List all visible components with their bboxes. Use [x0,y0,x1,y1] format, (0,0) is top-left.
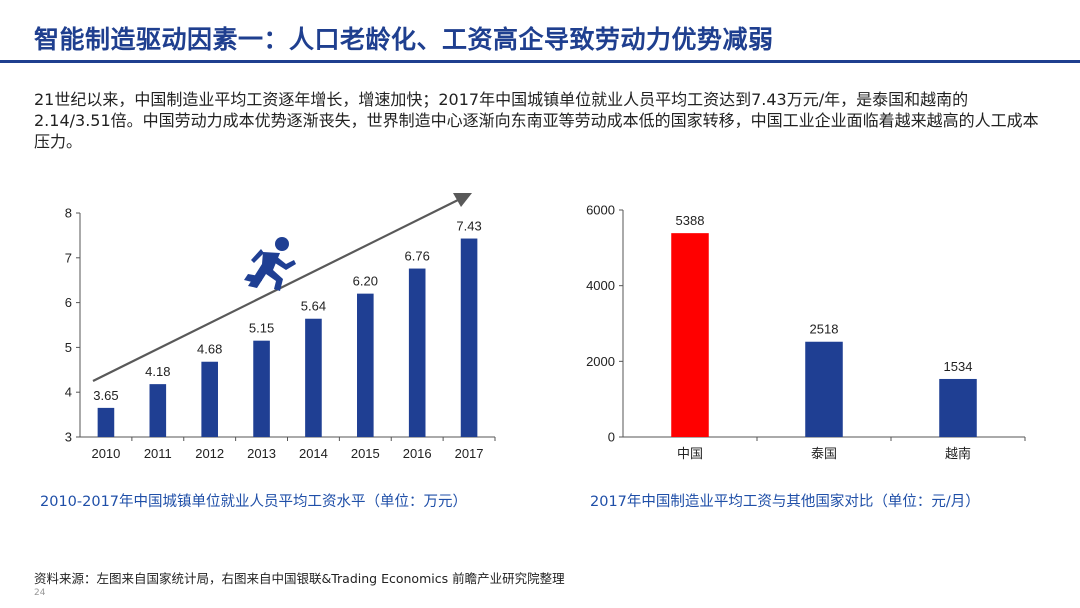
bar-2011 [149,384,167,437]
bar-中国 [671,233,709,437]
data-label: 7.43 [456,219,481,234]
y-tick-label: 3 [65,430,72,445]
page-number: 24 [34,588,46,598]
x-tick-label: 2017 [455,446,484,461]
y-tick-label: 8 [65,206,72,221]
y-tick-label: 2000 [586,354,615,369]
data-label: 1534 [944,359,973,374]
x-tick-label: 中国 [677,446,703,461]
y-tick-label: 4000 [586,278,615,293]
x-tick-label: 泰国 [811,446,837,461]
data-label: 5388 [676,213,705,228]
data-label: 6.20 [353,274,378,289]
data-label: 3.65 [93,388,118,403]
data-label: 4.18 [145,364,170,379]
bar-泰国 [805,341,843,437]
y-tick-label: 5 [65,340,72,355]
data-label: 5.64 [301,299,326,314]
y-tick-label: 6000 [586,203,615,218]
bar-2015 [357,293,374,437]
intro-paragraph: 21世纪以来，中国制造业平均工资逐年增长，增速加快；2017年中国城镇单位就业人… [34,90,1039,151]
data-label: 2518 [810,322,839,337]
data-label: 6.76 [405,249,430,264]
title-divider [0,60,1080,63]
bar-2013 [253,340,270,437]
left-chart-caption: 2010-2017年中国城镇单位就业人员平均工资水平（单位：万元） [40,494,468,510]
bar-2010 [97,407,115,437]
y-tick-label: 4 [65,385,72,400]
x-tick-label: 2015 [351,446,380,461]
bar-2014 [305,318,322,437]
data-label: 5.15 [249,321,274,336]
bar-越南 [939,378,977,437]
x-tick-label: 2011 [144,446,172,461]
source-note: 资料来源：左图来自国家统计局，右图来自中国银联&Trading Economic… [34,571,565,586]
bar-2017 [460,238,478,437]
y-tick-label: 7 [65,250,72,265]
x-tick-label: 2010 [91,446,120,461]
right-chart-caption: 2017年中国制造业平均工资与其他国家对比（单位：元/月） [590,494,980,510]
x-tick-label: 2016 [403,446,432,461]
y-tick-label: 0 [608,430,615,445]
bar-2012 [201,361,218,437]
bar-2016 [408,268,426,437]
trend-arrow [92,199,459,382]
x-tick-label: 越南 [945,446,971,461]
y-tick-label: 6 [65,295,72,310]
running-person-icon [244,237,296,291]
x-tick-label: 2012 [195,446,224,461]
page-title: 智能制造驱动因素一：人口老龄化、工资高企导致劳动力优势减弱 [34,25,774,54]
x-tick-label: 2014 [299,446,328,461]
trend-arrow-head [453,193,472,207]
data-label: 4.68 [197,342,222,357]
x-tick-label: 2013 [247,446,276,461]
